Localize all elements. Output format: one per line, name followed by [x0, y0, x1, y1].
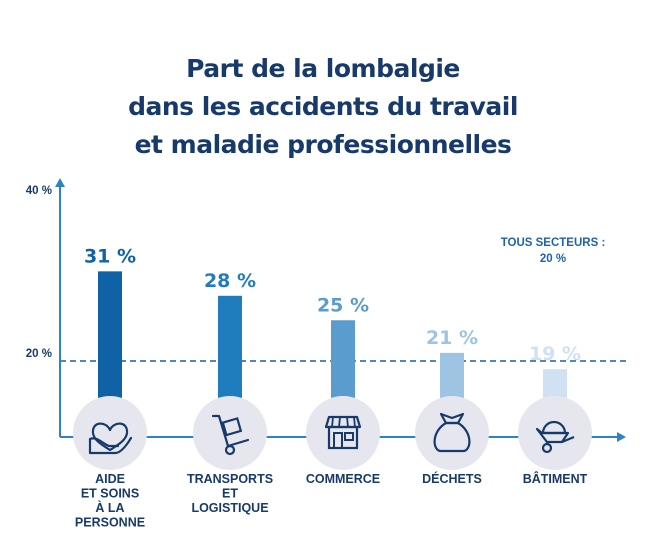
chart-title-line-3: et maladie professionnelles: [134, 130, 512, 159]
bar-value-label: 28 %: [204, 270, 256, 292]
x-category-label: TRANSPORTS: [187, 472, 273, 486]
x-category-label: PERSONNE: [75, 516, 145, 530]
x-category-label: BÂTIMENT: [523, 471, 588, 486]
wheelbarrow-icon: [535, 420, 575, 454]
truck-box: [221, 417, 243, 437]
garbage-bag-icon: [433, 412, 471, 453]
shop-door: [333, 432, 343, 449]
reference-line-label: TOUS SECTEURS :: [501, 237, 606, 249]
icon-circle: [73, 396, 147, 470]
hand-truck-icon: [211, 414, 250, 456]
x-category-label: ET SOINS: [81, 487, 139, 501]
chart-title: Part de la lombalgie dans les accidents …: [0, 50, 646, 164]
shop-icon: [324, 415, 362, 450]
truck-frame: [211, 414, 250, 448]
heart-shape: [91, 422, 129, 452]
bag-body: [433, 421, 471, 453]
truck-wheel: [224, 444, 236, 456]
bar-value-label: 25 %: [317, 294, 369, 316]
awning-stripe: [346, 416, 349, 428]
bar[interactable]: [218, 295, 242, 400]
reference-line-label: 20 %: [540, 253, 566, 265]
y-tick-label: 40 %: [26, 185, 52, 197]
x-category-label: AIDE: [95, 472, 125, 486]
barrow-load: [541, 420, 567, 435]
icon-circle: [415, 396, 489, 470]
y-tick-label: 20 %: [26, 348, 52, 360]
chart-title-line-2: dans les accidents du travail: [128, 92, 518, 121]
bag-tie: [439, 412, 465, 424]
x-category-label: COMMERCE: [306, 472, 380, 486]
shop-window: [344, 432, 354, 441]
x-axis-arrow: [617, 432, 626, 442]
x-category-label: ET: [222, 487, 238, 501]
awning-stripe: [331, 416, 334, 428]
x-category-label: LOGISTIQUE: [191, 501, 268, 515]
x-category-label: À LA: [95, 500, 124, 515]
awning-stripe: [353, 416, 356, 428]
bar-value-label: 21 %: [426, 327, 478, 349]
y-axis-arrow: [55, 178, 65, 187]
bar-value-label: 19 %: [529, 343, 581, 365]
barrow-handle: [561, 435, 575, 444]
awning-stripe: [338, 416, 341, 428]
x-category-label: DÉCHETS: [422, 471, 482, 486]
bar-value-label: 31 %: [84, 245, 136, 267]
chart-title-line-1: Part de la lombalgie: [186, 54, 460, 83]
bar[interactable]: [440, 352, 464, 400]
barrow-bin: [535, 427, 570, 444]
bar[interactable]: [98, 271, 122, 400]
heart-hand-icon: [88, 422, 133, 455]
bar[interactable]: [543, 369, 567, 400]
bar[interactable]: [331, 320, 355, 400]
hand-shape: [88, 436, 133, 455]
